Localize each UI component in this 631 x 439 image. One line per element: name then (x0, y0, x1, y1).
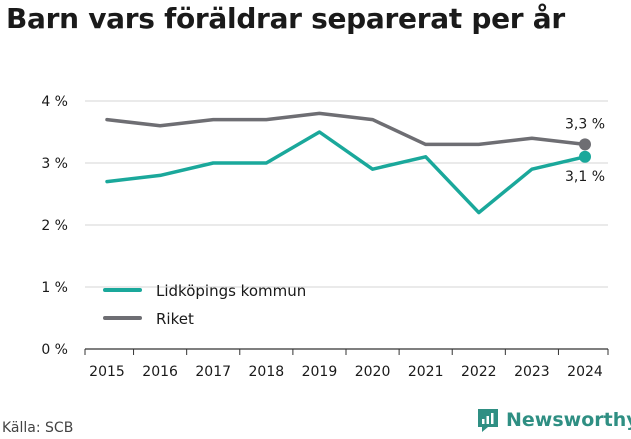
grid-lines (85, 100, 608, 350)
x-tick-label: 2024 (567, 364, 603, 380)
legend: Lidköpings kommun Riket (103, 282, 306, 328)
x-tick-label: 2017 (195, 364, 231, 380)
series-lines: 3,3 % 3,1 % (105, 111, 605, 215)
x-tick-label: 2022 (461, 364, 497, 380)
x-tick-label: 2019 (302, 364, 338, 380)
y-axis-ticks: 0 % 1 % 2 % 3 % 4 % (41, 94, 68, 358)
x-tick-label: 2020 (355, 364, 391, 380)
x-tick-label: 2018 (249, 364, 285, 380)
data-label: 3,1 % (565, 169, 605, 185)
series-line (105, 111, 587, 147)
x-tick-label: 2016 (142, 364, 178, 380)
series-end-point (579, 138, 591, 151)
y-tick-label: 0 % (41, 342, 68, 358)
brand-name: Newsworthy (506, 409, 631, 431)
legend-label: Lidköpings kommun (156, 282, 306, 300)
brand[interactable]: Newsworthy (476, 407, 631, 433)
series-line (105, 130, 587, 215)
x-tick-label: 2023 (514, 364, 550, 380)
y-tick-label: 4 % (41, 94, 68, 110)
y-tick-label: 2 % (41, 218, 68, 234)
y-tick-label: 3 % (41, 156, 68, 172)
source-note: Källa: SCB (2, 420, 74, 436)
series-end-point (579, 150, 591, 163)
chart-title: Barn vars föräldrar separerat per år (6, 2, 565, 35)
newsworthy-logo-icon (478, 409, 498, 432)
x-axis-ticks: 2015 2016 2017 2018 2019 2020 2021 2022 2023 2024 (84, 349, 609, 380)
data-label: 3,3 % (565, 116, 605, 132)
x-tick-label: 2015 (89, 364, 125, 380)
y-tick-label: 1 % (41, 280, 68, 296)
legend-label: Riket (156, 310, 194, 328)
x-tick-label: 2021 (408, 364, 444, 380)
